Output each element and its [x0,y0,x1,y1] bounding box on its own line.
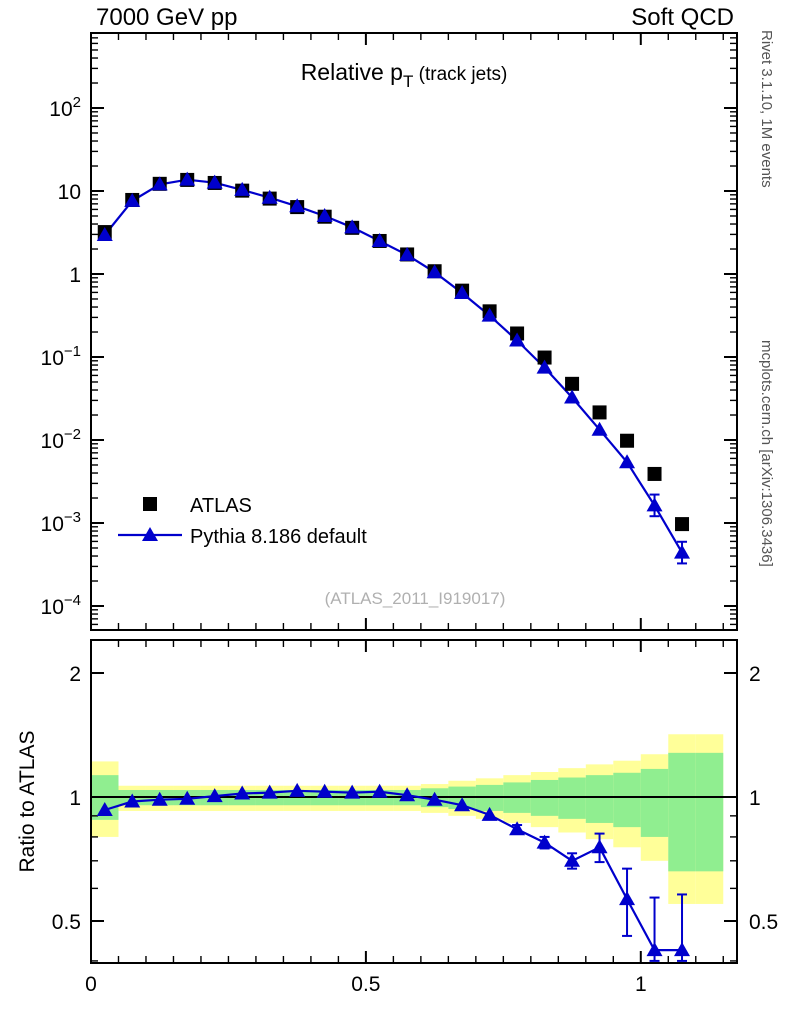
y-axis-tick-label: 10−3 [41,509,81,536]
ratio-marker-triangle [344,784,361,799]
ratio-marker-triangle [206,788,223,803]
y-axis-tick-label: 10−4 [41,592,81,619]
mc-curve [103,178,683,554]
main-panel-frame [90,32,738,631]
mc-marker-triangle [619,454,636,469]
legend-marker-pythia [142,527,158,541]
data-marker-square [647,466,662,481]
ratio-band-inner [668,752,696,872]
ratio-marker-triangle [536,834,553,849]
ratio-y-tick-label-right: 0.5 [749,911,778,934]
x-axis-tick-label: 0 [85,973,97,996]
mc-marker-triangle [509,332,526,347]
ratio-mc-curve [104,789,682,952]
ratio-marker-triangle [454,797,471,812]
mc-marker-triangle [289,198,306,213]
ratio-marker-triangle [564,852,581,867]
mc-marker-triangle [206,174,223,189]
ratio-marker-triangle [234,785,251,800]
ratio-panel-frame [90,639,738,964]
y-axis-tick-label: 10−1 [41,343,81,370]
header-right-label: Soft QCD [631,4,734,31]
legend-label-pythia: Pythia 8.186 default [190,526,367,548]
data-marker-square [675,517,690,532]
ratio-marker-triangle [124,793,141,808]
mc-marker-triangle [454,285,471,300]
plot-title: Relative pT (track jets) [301,59,508,91]
mc-marker-triangle [316,207,333,222]
ratio-marker-triangle [261,784,278,799]
ratio-marker-triangle [371,783,388,798]
mc-marker-triangle [564,389,581,404]
mc-marker-triangle [261,189,278,204]
data-marker-square [620,433,635,448]
mc-marker-triangle [151,176,168,191]
header-left-label: 7000 GeV pp [96,4,238,31]
dataset-watermark: (ATLAS_2011_I919017) [325,589,506,608]
mc-marker-triangle [124,192,141,207]
mc-marker-triangle [426,264,443,279]
ratio-marker-triangle [509,821,526,836]
ratio-panel [90,639,738,964]
mc-marker-triangle [481,307,498,322]
ratio-marker-triangle [399,787,416,802]
y-axis-tick-label: 1 [69,264,81,287]
mc-marker-triangle [344,219,361,234]
x-axis-tick-label: 1 [635,973,647,996]
ratio-y-tick-label: 1 [69,787,81,810]
mc-marker-triangle [536,359,553,374]
ratio-band-inner [695,752,724,872]
ratio-band-inner [613,772,641,828]
mc-marker-triangle [371,232,388,247]
ratio-marker-triangle [619,891,636,906]
ratio-marker-triangle [96,801,113,816]
mc-marker-triangle [591,421,608,436]
ratio-marker-triangle [674,942,691,957]
ratio-y-tick-label: 2 [69,663,81,686]
y-axis-tick-label: 10−2 [41,426,81,453]
ratio-band-inner [640,768,669,837]
data-marker-square [592,405,607,420]
x-axis-tick-label: 0.5 [351,973,380,996]
mc-marker-triangle [234,181,251,196]
ratio-marker-triangle [591,839,608,854]
ratio-marker-triangle [646,942,663,957]
ratio-axis-title: Ratio to ATLAS [16,730,39,872]
ratio-band-inner [585,775,614,823]
ratio-y-tick-label: 0.5 [52,911,81,934]
ratio-y-tick-label-right: 1 [749,787,761,810]
data-marker-square [565,376,580,391]
legend-label-atlas: ATLAS [190,495,252,517]
mc-marker-triangle [399,246,416,261]
main-panel [90,32,738,631]
ratio-marker-triangle [426,791,443,806]
ratio-marker-triangle [316,783,333,798]
y-axis-tick-label: 102 [49,94,81,121]
ratio-y-tick-label-right: 2 [749,663,761,686]
mc-marker-triangle [96,227,113,242]
ratio-marker-triangle [151,791,168,806]
ratio-marker-triangle [481,806,498,821]
mc-marker-triangle [179,171,196,186]
ratio-marker-triangle [289,782,306,797]
legend-marker-atlas [143,497,157,511]
data-marker-square [537,350,552,365]
y-axis-tick-label: 10 [58,181,81,204]
ratio-marker-triangle [179,790,196,805]
ratio-band-inner [558,777,586,819]
